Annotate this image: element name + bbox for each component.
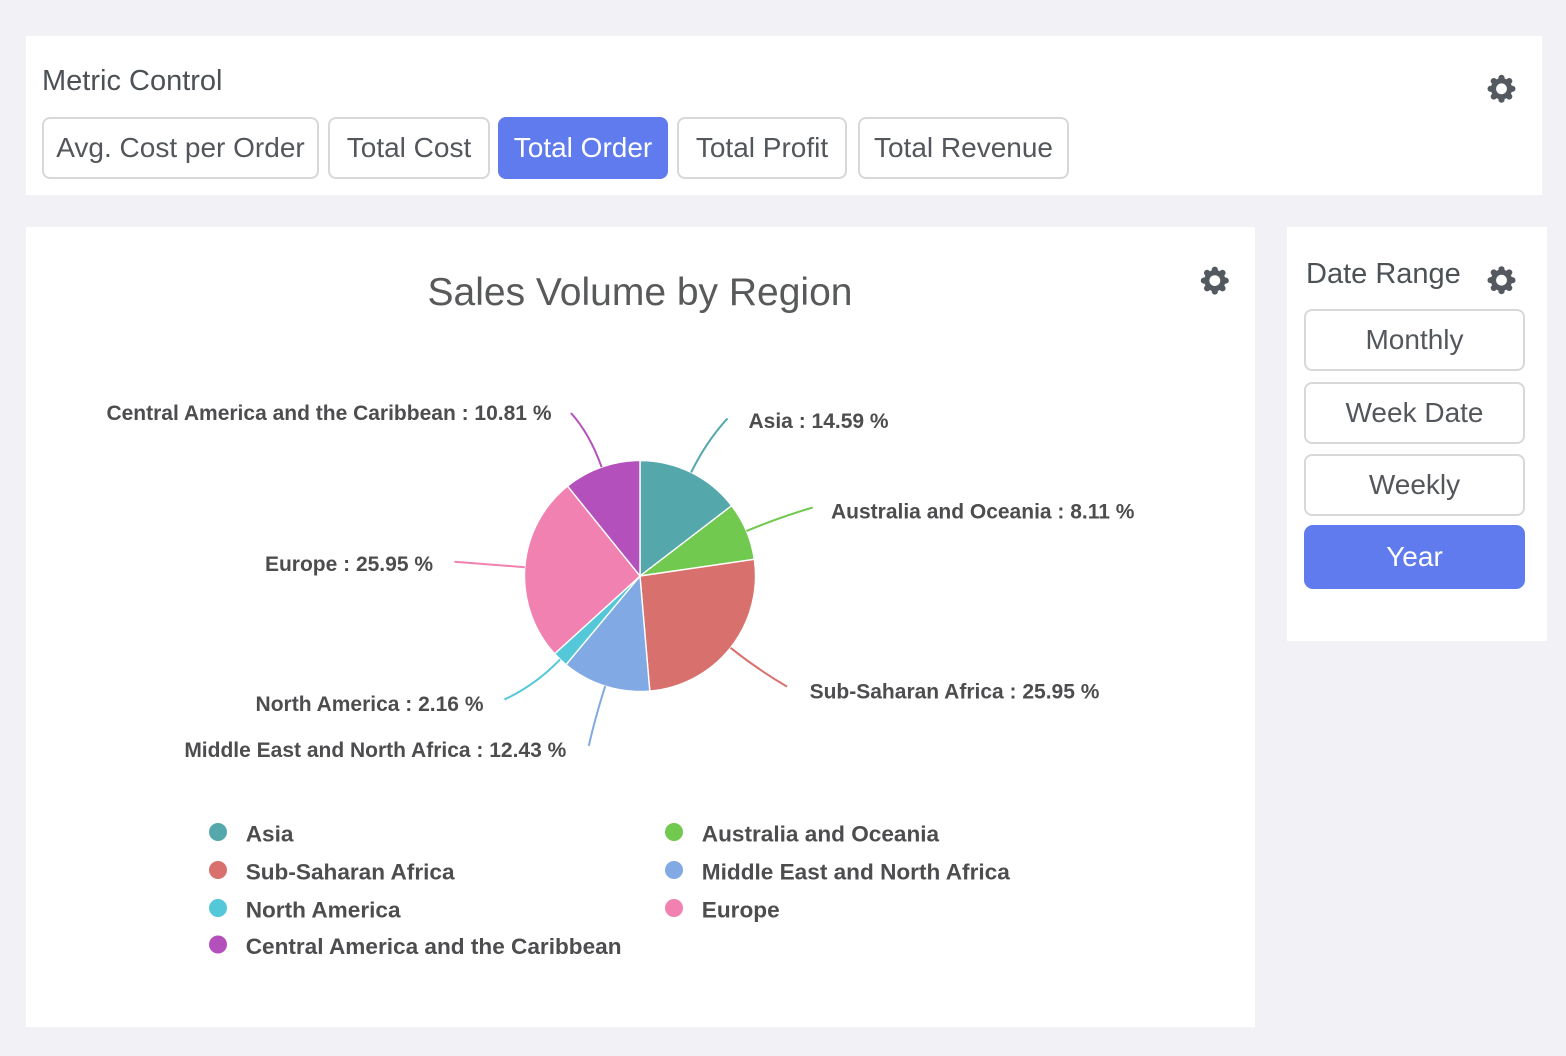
svg-text:Australia and Oceania : 8.11 %: Australia and Oceania : 8.11 %	[831, 501, 1135, 524]
svg-text:Middle East and North Africa: Middle East and North Africa	[702, 860, 1010, 885]
svg-text:Sub-Saharan Africa : 25.95 %: Sub-Saharan Africa : 25.95 %	[810, 681, 1100, 704]
svg-text:North America : 2.16 %: North America : 2.16 %	[256, 693, 484, 716]
svg-text:Europe: Europe	[702, 898, 780, 923]
svg-text:North America: North America	[246, 898, 401, 923]
svg-text:Asia: Asia	[246, 822, 294, 847]
svg-text:Sub-Saharan Africa: Sub-Saharan Africa	[246, 860, 455, 885]
svg-text:Middle East and North Africa :: Middle East and North Africa : 12.43 %	[184, 739, 566, 762]
svg-text:Sales Volume by Region: Sales Volume by Region	[428, 271, 853, 314]
svg-text:Europe : 25.95 %: Europe : 25.95 %	[265, 553, 433, 576]
svg-text:Asia : 14.59 %: Asia : 14.59 %	[749, 410, 889, 433]
svg-text:Central America and the Caribb: Central America and the Caribbean : 10.8…	[106, 402, 551, 425]
svg-text:Central America and the Caribb: Central America and the Caribbean	[246, 934, 622, 959]
svg-text:Australia and Oceania: Australia and Oceania	[702, 822, 940, 847]
